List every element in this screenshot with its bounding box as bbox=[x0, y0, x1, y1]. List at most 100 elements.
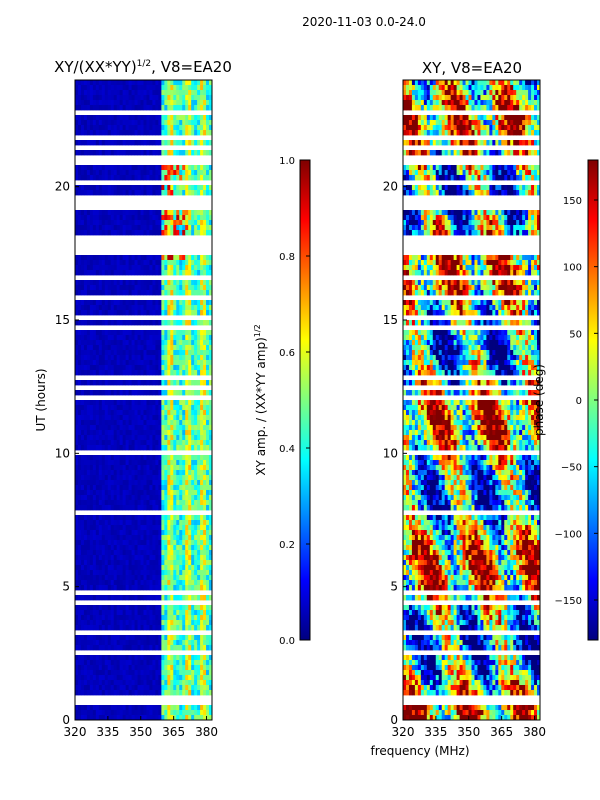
amp-heatmap-cell bbox=[179, 125, 183, 131]
amp-heatmap-cell bbox=[158, 400, 162, 406]
amp-heatmap-cell bbox=[137, 705, 141, 711]
amp-heatmap-cell bbox=[170, 350, 174, 356]
amp-heatmap-cell bbox=[185, 565, 189, 571]
amp-heatmap-cell bbox=[80, 320, 85, 326]
amp-heatmap-cell bbox=[197, 125, 201, 131]
amp-heatmap-cell bbox=[173, 685, 177, 691]
phase-heatmap-cell bbox=[411, 115, 416, 121]
amp-heatmap-cell bbox=[143, 640, 147, 646]
amp-heatmap-cell bbox=[179, 170, 183, 176]
phase-heatmap-cell bbox=[477, 100, 481, 106]
amp-heatmap-cell bbox=[89, 680, 94, 686]
amp-heatmap-cell bbox=[137, 455, 141, 461]
phase-heatmap-cell bbox=[531, 80, 535, 86]
amp-heatmap-cell bbox=[194, 225, 198, 231]
amp-heatmap-cell bbox=[131, 255, 135, 261]
amp-heatmap-cell bbox=[167, 640, 171, 646]
amp-heatmap-cell bbox=[107, 505, 112, 511]
amp-heatmap-cell bbox=[116, 350, 121, 356]
amp-heatmap-cell bbox=[75, 615, 79, 621]
phase-heatmap-cell bbox=[450, 120, 455, 126]
amp-heatmap-cell bbox=[191, 545, 195, 551]
amp-heatmap-cell bbox=[158, 480, 162, 486]
amp-heatmap-cell bbox=[152, 520, 156, 526]
phase-heatmap-cell bbox=[495, 95, 499, 101]
amp-heatmap-cell bbox=[182, 90, 186, 96]
amp-heatmap-cell bbox=[176, 425, 180, 431]
amp-heatmap-cell bbox=[83, 365, 88, 371]
amp-heatmap-cell bbox=[152, 230, 156, 236]
amp-colorbar-tick-label: 0.2 bbox=[279, 540, 295, 551]
amp-heatmap-cell bbox=[110, 370, 115, 376]
amp-heatmap-cell bbox=[182, 575, 186, 581]
phase-heatmap-cell bbox=[459, 85, 463, 91]
amp-heatmap-cell bbox=[200, 215, 204, 221]
amp-heatmap-cell bbox=[161, 445, 165, 451]
phase-heatmap-cell bbox=[432, 80, 437, 86]
amp-heatmap-cell bbox=[107, 500, 112, 506]
amp-heatmap-cell bbox=[206, 665, 210, 671]
phase-heatmap-cell bbox=[426, 95, 431, 101]
amp-heatmap-cell bbox=[75, 165, 79, 171]
amp-heatmap-cell bbox=[170, 705, 174, 711]
amp-heatmap-cell bbox=[137, 270, 141, 276]
amp-heatmap-cell bbox=[131, 365, 135, 371]
amp-heatmap-cell bbox=[101, 80, 106, 86]
amp-heatmap-cell bbox=[128, 580, 132, 586]
amp-heatmap-cell bbox=[179, 470, 183, 476]
amp-heatmap-cell bbox=[131, 290, 135, 296]
amp-heatmap-cell bbox=[77, 430, 82, 436]
amp-heatmap-cell bbox=[86, 480, 91, 486]
amp-heatmap-cell bbox=[209, 580, 213, 586]
amp-heatmap-cell bbox=[101, 285, 106, 291]
amp-heatmap-cell bbox=[191, 540, 195, 546]
amp-heatmap-cell bbox=[80, 500, 85, 506]
amp-heatmap-cell bbox=[128, 445, 132, 451]
amp-heatmap-cell bbox=[185, 675, 189, 681]
amp-heatmap-cell bbox=[86, 520, 91, 526]
amp-heatmap-cell bbox=[149, 150, 153, 156]
phase-heatmap-cell bbox=[522, 100, 526, 106]
amp-heatmap-cell bbox=[119, 420, 124, 426]
amp-heatmap-cell bbox=[158, 595, 162, 601]
amp-heatmap-cell bbox=[128, 550, 132, 556]
amp-heatmap-cell bbox=[104, 665, 109, 671]
phase-heatmap-cell bbox=[429, 120, 434, 126]
amp-heatmap-cell bbox=[182, 465, 186, 471]
phase-heatmap-cell bbox=[444, 80, 449, 86]
phase-heatmap-cell bbox=[444, 120, 449, 126]
amp-heatmap-cell bbox=[143, 660, 147, 666]
amp-heatmap-cell bbox=[110, 535, 115, 541]
amp-heatmap-cell bbox=[206, 710, 210, 716]
amp-heatmap-cell bbox=[104, 445, 109, 451]
amp-heatmap-cell bbox=[152, 260, 156, 266]
amp-heatmap-cell bbox=[203, 290, 207, 296]
amp-heatmap-cell bbox=[161, 525, 165, 531]
amp-heatmap-cell bbox=[131, 85, 135, 91]
phase-heatmap-cell bbox=[525, 115, 529, 121]
amp-heatmap-cell bbox=[104, 560, 109, 566]
amp-heatmap-cell bbox=[203, 480, 207, 486]
amp-heatmap-cell bbox=[194, 715, 198, 721]
amp-heatmap-cell bbox=[80, 525, 85, 531]
amp-heatmap-cell bbox=[101, 335, 106, 341]
amp-heatmap-cell bbox=[167, 225, 171, 231]
amp-heatmap-cell bbox=[75, 440, 79, 446]
amp-heatmap-cell bbox=[164, 170, 168, 176]
amp-heatmap-cell bbox=[131, 715, 135, 721]
amp-heatmap-cell bbox=[110, 170, 115, 176]
amp-heatmap-cell bbox=[95, 690, 100, 696]
amp-heatmap-cell bbox=[203, 565, 207, 571]
amp-heatmap-cell bbox=[131, 270, 135, 276]
amp-heatmap-cell bbox=[80, 405, 85, 411]
amp-heatmap-cell bbox=[203, 635, 207, 641]
amp-heatmap-cell bbox=[164, 705, 168, 711]
amp-heatmap-cell bbox=[98, 380, 103, 386]
amp-heatmap-cell bbox=[80, 655, 85, 661]
amp-heatmap-cell bbox=[179, 420, 183, 426]
amp-heatmap-cell bbox=[182, 595, 186, 601]
amp-heatmap-cell bbox=[122, 470, 127, 476]
amp-heatmap-cell bbox=[75, 460, 79, 466]
amp-heatmap-cell bbox=[170, 455, 174, 461]
amp-heatmap-cell bbox=[152, 470, 156, 476]
